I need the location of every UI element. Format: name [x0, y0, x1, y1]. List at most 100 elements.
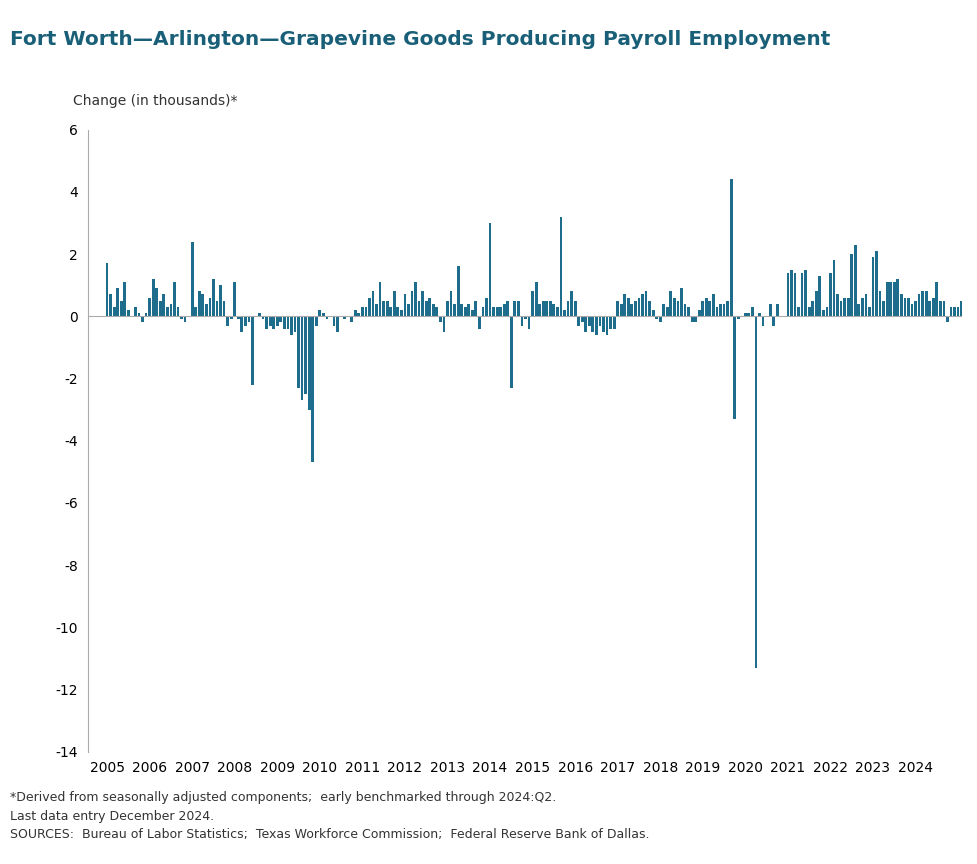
Bar — [425, 301, 428, 316]
Bar — [460, 304, 463, 316]
Bar — [382, 301, 385, 316]
Bar — [843, 297, 846, 316]
Bar — [269, 316, 272, 326]
Bar — [251, 316, 254, 384]
Bar — [963, 301, 966, 316]
Bar — [630, 304, 633, 316]
Bar — [627, 297, 630, 316]
Bar — [240, 316, 243, 332]
Bar — [534, 282, 537, 316]
Bar — [925, 291, 927, 316]
Bar — [610, 316, 612, 328]
Bar — [591, 316, 594, 332]
Bar — [691, 316, 694, 322]
Bar — [563, 310, 566, 316]
Bar — [421, 291, 424, 316]
Bar — [743, 313, 746, 316]
Bar — [123, 282, 126, 316]
Bar — [486, 297, 488, 316]
Bar — [386, 301, 389, 316]
Bar — [687, 307, 690, 316]
Bar — [319, 310, 321, 316]
Bar — [701, 301, 704, 316]
Bar — [170, 304, 172, 316]
Bar — [567, 301, 570, 316]
Bar — [198, 291, 200, 316]
Bar — [669, 291, 672, 316]
Bar — [606, 316, 609, 335]
Bar — [279, 316, 282, 322]
Bar — [773, 316, 775, 326]
Bar — [797, 307, 800, 316]
Bar — [868, 307, 871, 316]
Bar — [638, 297, 640, 316]
Bar — [769, 304, 772, 316]
Text: Change (in thousands)*: Change (in thousands)* — [73, 94, 237, 108]
Bar — [801, 273, 803, 316]
Bar — [227, 316, 229, 326]
Bar — [684, 304, 687, 316]
Bar — [273, 316, 276, 328]
Bar — [418, 301, 420, 316]
Bar — [623, 295, 626, 316]
Bar — [404, 295, 406, 316]
Bar — [482, 307, 485, 316]
Bar — [974, 304, 977, 316]
Bar — [677, 301, 679, 316]
Bar — [893, 282, 896, 316]
Bar — [304, 316, 307, 394]
Bar — [737, 316, 740, 320]
Bar — [832, 260, 835, 316]
Bar — [127, 310, 130, 316]
Bar — [336, 316, 339, 332]
Bar — [410, 291, 413, 316]
Bar — [301, 316, 304, 400]
Bar — [950, 307, 953, 316]
Bar — [375, 304, 378, 316]
Bar — [517, 301, 520, 316]
Bar — [400, 310, 403, 316]
Bar — [762, 316, 764, 326]
Bar — [804, 270, 807, 316]
Bar — [695, 316, 697, 322]
Bar — [236, 316, 239, 320]
Bar — [815, 291, 818, 316]
Bar — [495, 307, 498, 316]
Bar — [897, 279, 899, 316]
Bar — [917, 295, 920, 316]
Bar — [904, 297, 907, 316]
Bar — [865, 295, 868, 316]
Bar — [911, 304, 913, 316]
Bar — [850, 254, 853, 316]
Bar — [159, 301, 161, 316]
Bar — [943, 301, 946, 316]
Bar — [177, 307, 180, 316]
Bar — [205, 304, 208, 316]
Bar — [351, 316, 353, 322]
Bar — [492, 307, 495, 316]
Bar — [138, 313, 141, 316]
Bar — [734, 316, 736, 419]
Bar — [932, 297, 935, 316]
Bar — [882, 301, 885, 316]
Bar — [648, 301, 651, 316]
Bar — [571, 291, 573, 316]
Bar — [698, 310, 701, 316]
Bar — [120, 301, 123, 316]
Bar — [166, 307, 169, 316]
Bar — [776, 304, 779, 316]
Bar — [641, 295, 644, 316]
Bar — [581, 316, 583, 322]
Bar — [531, 291, 534, 316]
Bar — [577, 316, 580, 326]
Bar — [464, 307, 467, 316]
Bar — [939, 301, 942, 316]
Bar — [847, 297, 850, 316]
Bar — [935, 282, 938, 316]
Bar — [219, 285, 222, 316]
Bar — [308, 316, 311, 410]
Bar — [475, 301, 477, 316]
Bar — [358, 313, 361, 316]
Bar — [379, 282, 381, 316]
Bar — [712, 295, 715, 316]
